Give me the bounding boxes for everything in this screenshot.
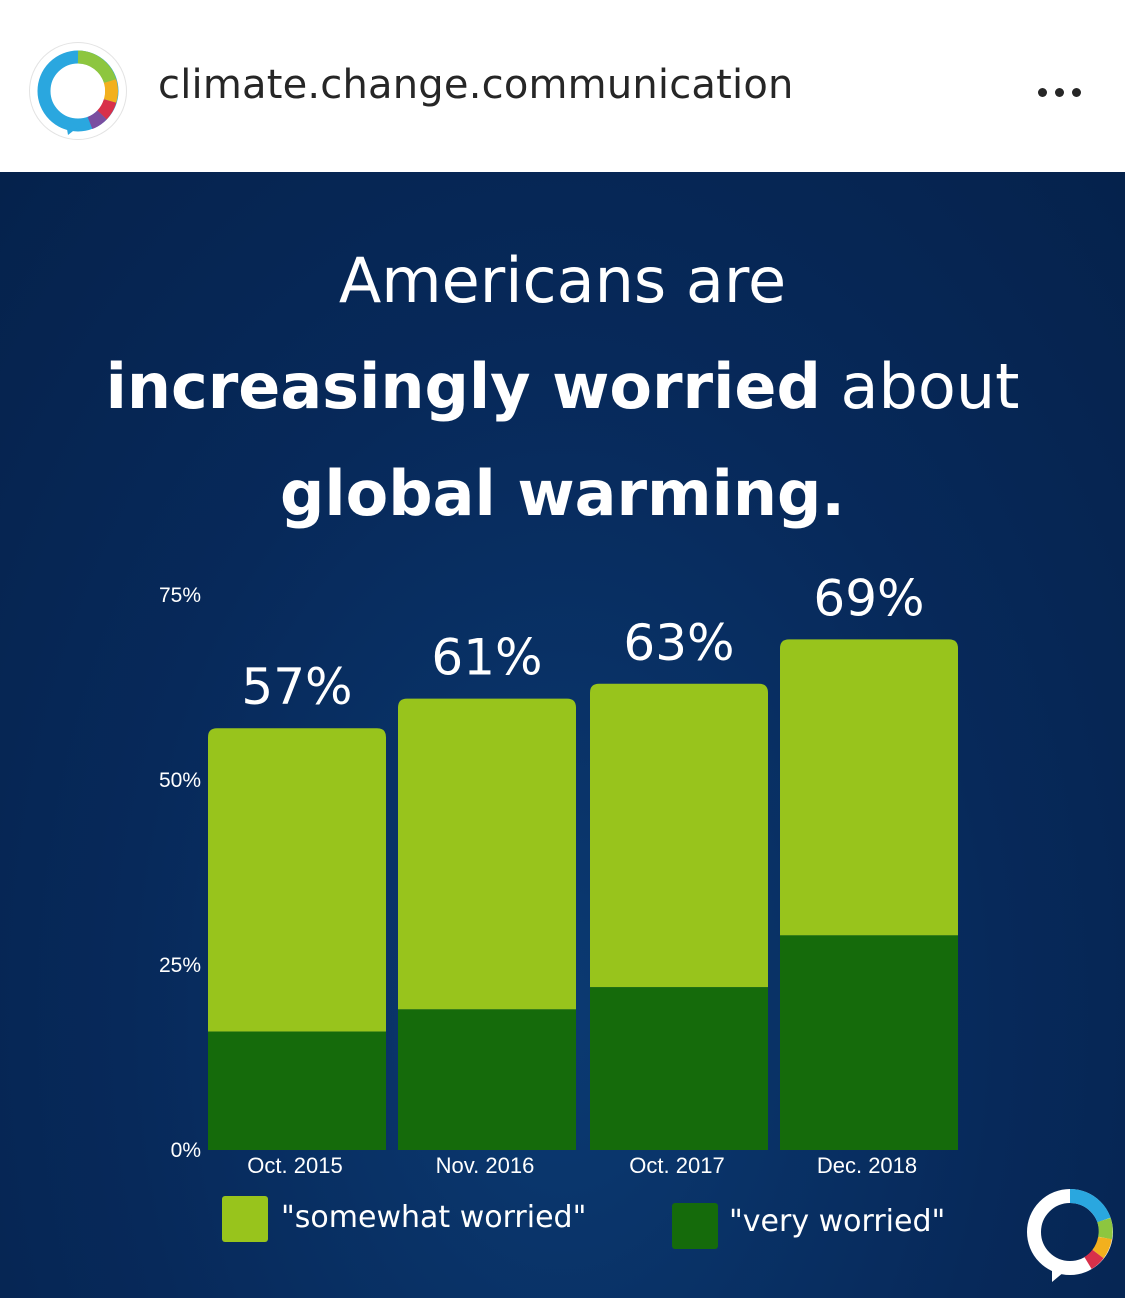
headline-line-1: Americans are bbox=[338, 244, 787, 317]
bar-total-label: 57% bbox=[241, 658, 352, 716]
headline-emphasis: increasingly worried bbox=[105, 350, 821, 423]
account-avatar[interactable] bbox=[30, 43, 126, 139]
y-tick-label: 0% bbox=[171, 1139, 201, 1162]
post-username[interactable]: climate.change.communication bbox=[158, 62, 794, 108]
post-footer-strip bbox=[0, 1298, 1125, 1302]
bar-total-label: 63% bbox=[623, 614, 734, 672]
stacked-bar-chart: 0% 25% 50% 75% 57% Oct. 2015 61% Nov. 2016 63% Oc… bbox=[159, 569, 958, 1178]
legend-label-very: "very worried" bbox=[729, 1204, 946, 1239]
bar-somewhat-worried bbox=[590, 683, 768, 988]
bar-very-worried bbox=[208, 1031, 386, 1150]
y-tick-label: 75% bbox=[159, 584, 201, 607]
headline-line-2-rest: about bbox=[820, 350, 1020, 423]
bar-total-label: 61% bbox=[431, 629, 542, 687]
bar-total-label: 69% bbox=[813, 569, 924, 627]
y-tick-label: 50% bbox=[159, 769, 201, 792]
legend-swatch-somewhat bbox=[222, 1196, 268, 1242]
bar-very-worried bbox=[780, 935, 958, 1150]
headline-line-3: global warming. bbox=[280, 457, 845, 530]
y-tick-label: 25% bbox=[159, 954, 201, 977]
legend-label-somewhat: "somewhat worried" bbox=[281, 1200, 587, 1235]
bar-very-worried bbox=[398, 1009, 576, 1150]
speech-bubble-logo-icon bbox=[1027, 1188, 1113, 1282]
more-options-icon bbox=[1037, 87, 1047, 97]
more-options-icon-dot bbox=[1071, 87, 1081, 97]
legend-swatch-very bbox=[672, 1203, 718, 1249]
x-category-label: Oct. 2015 bbox=[247, 1153, 342, 1178]
x-category-label: Oct. 2017 bbox=[629, 1153, 724, 1178]
more-options-icon-dot bbox=[1054, 87, 1064, 97]
bar-very-worried bbox=[590, 987, 768, 1150]
infographic-image: Americans are increasingly worried about… bbox=[0, 172, 1125, 1298]
brand-watermark-logo bbox=[1012, 1174, 1122, 1284]
x-category-label: Dec. 2018 bbox=[817, 1153, 917, 1178]
more-options-button[interactable] bbox=[1028, 72, 1090, 112]
post-header: climate.change.communication bbox=[0, 0, 1125, 172]
x-category-label: Nov. 2016 bbox=[436, 1153, 535, 1178]
headline-line-2: increasingly worried about bbox=[0, 350, 1125, 423]
bar-somewhat-worried bbox=[208, 728, 386, 1032]
speech-bubble-logo-icon bbox=[37, 50, 119, 135]
bar-somewhat-worried bbox=[398, 698, 576, 1010]
bar-somewhat-worried bbox=[780, 639, 958, 936]
